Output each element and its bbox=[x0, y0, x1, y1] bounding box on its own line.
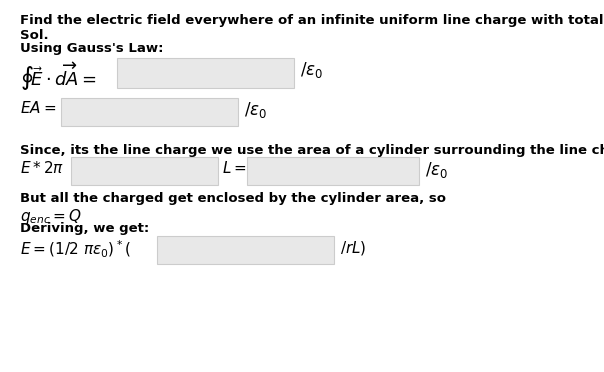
FancyBboxPatch shape bbox=[61, 98, 238, 126]
Text: Since, its the line charge we use the area of a cylinder surrounding the line ch: Since, its the line charge we use the ar… bbox=[20, 144, 604, 157]
Text: $/ \varepsilon_0$: $/ \varepsilon_0$ bbox=[425, 160, 448, 180]
Text: Sol.: Sol. bbox=[20, 29, 49, 42]
Text: $E*2\pi$: $E*2\pi$ bbox=[20, 160, 64, 176]
FancyBboxPatch shape bbox=[247, 157, 419, 185]
Text: $/rL)$: $/rL)$ bbox=[340, 239, 367, 257]
Text: $/\varepsilon_0$: $/\varepsilon_0$ bbox=[300, 60, 323, 80]
Text: Using Gauss's Law:: Using Gauss's Law: bbox=[20, 42, 164, 55]
Text: $/ \varepsilon_0$: $/ \varepsilon_0$ bbox=[244, 100, 267, 120]
Text: $\oint\!\vec{E}\cdot\overrightarrow{dA}=$: $\oint\!\vec{E}\cdot\overrightarrow{dA}=… bbox=[20, 60, 97, 93]
Text: Find the electric field everywhere of an infinite uniform line charge with total: Find the electric field everywhere of an… bbox=[20, 14, 604, 27]
FancyBboxPatch shape bbox=[117, 58, 294, 88]
Text: $L=$: $L=$ bbox=[222, 160, 246, 176]
Text: $q_{enc}=Q$: $q_{enc}=Q$ bbox=[20, 207, 82, 226]
Text: But all the charged get enclosed by the cylinder area, so: But all the charged get enclosed by the … bbox=[20, 192, 446, 205]
FancyBboxPatch shape bbox=[157, 236, 334, 264]
Text: $E=(1/2\ \pi\varepsilon_0)^*($: $E=(1/2\ \pi\varepsilon_0)^*($ bbox=[20, 239, 130, 260]
Text: $EA=$: $EA=$ bbox=[20, 100, 56, 116]
Text: Deriving, we get:: Deriving, we get: bbox=[20, 222, 149, 235]
FancyBboxPatch shape bbox=[71, 157, 218, 185]
